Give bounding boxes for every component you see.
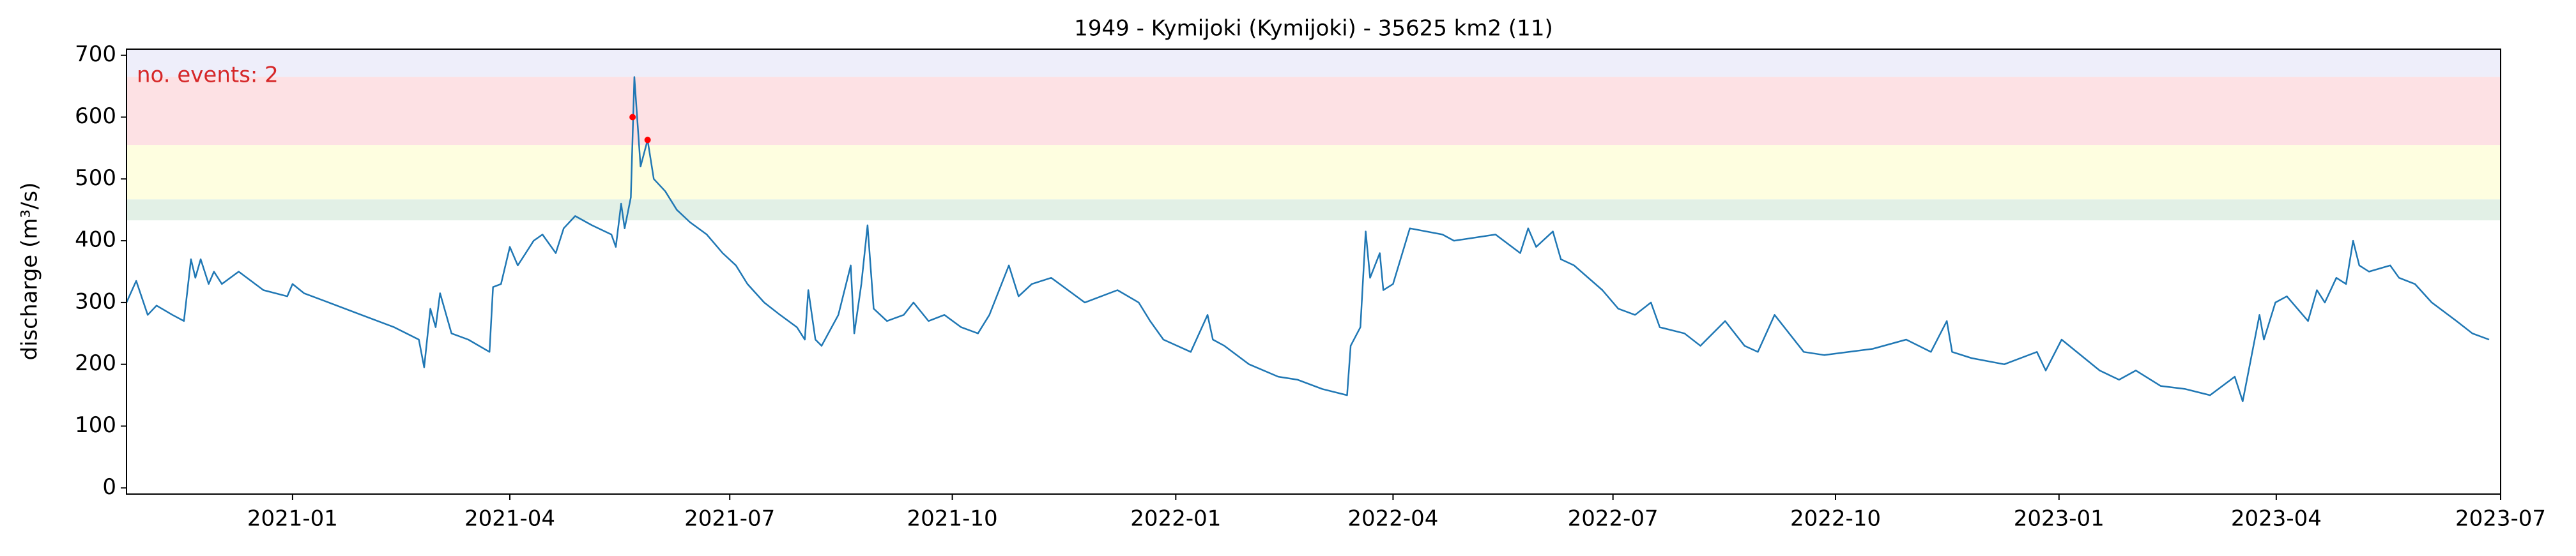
x-tick-label: 2023-07 [2455,506,2546,532]
x-tick-label: 2021-10 [907,506,998,532]
y-tick-label: 400 [75,227,116,253]
event-marker [644,137,651,144]
x-tick-label: 2021-01 [247,506,338,532]
x-tick-label: 2022-07 [1568,506,1659,532]
y-tick-label: 500 [75,165,116,191]
x-tick-label: 2022-01 [1130,506,1221,532]
threshold-band [126,77,2501,146]
y-tick-label: 0 [102,474,116,500]
discharge-line [125,76,2490,403]
threshold-band [126,199,2501,221]
y-tick-label: 700 [75,41,116,67]
plot-frame [126,49,2501,495]
event-marker [629,114,636,121]
chart-title: 1949 - Kymijoki (Kymijoki) - 35625 km2 (… [1074,16,1552,41]
x-tick-label: 2022-10 [1790,506,1881,532]
y-tick-label: 200 [75,350,116,376]
y-tick-label: 300 [75,289,116,314]
y-tick-label: 100 [75,412,116,438]
x-tick-label: 2021-07 [684,506,775,532]
threshold-band [126,49,2501,77]
x-tick-label: 2021-04 [464,506,555,532]
event-count: no. events: 2 [137,63,279,88]
x-tick-label: 2022-04 [1347,506,1438,532]
y-tick-label: 600 [75,103,116,129]
x-tick-label: 2023-01 [2014,506,2104,532]
threshold-band [126,145,2501,200]
x-tick-label: 2023-04 [2231,506,2322,532]
y-axis-label: discharge (m³/s) [17,183,43,361]
